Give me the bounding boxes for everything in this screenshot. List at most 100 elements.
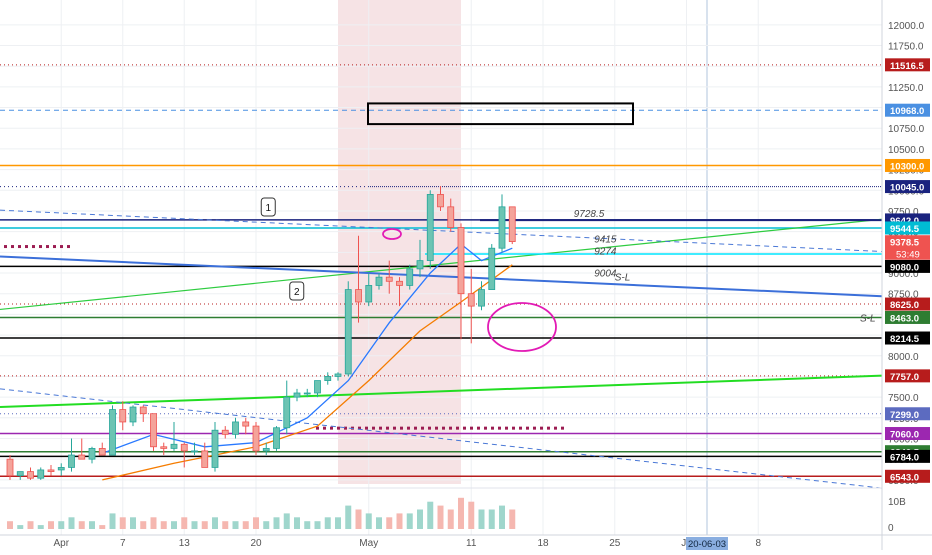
volume-bar	[355, 509, 362, 529]
price-level-badge	[885, 469, 930, 483]
trend-line-blue-dashed-lower	[0, 388, 883, 489]
candle-body	[160, 446, 168, 449]
volume-bar	[468, 501, 475, 529]
dotted-marker	[533, 426, 536, 430]
volume-bar	[68, 517, 75, 529]
candle-body	[78, 454, 86, 460]
price-level-label: 8463.0	[890, 313, 919, 324]
volume-bar	[417, 509, 423, 529]
dotted-marker	[477, 426, 480, 430]
price-level-badge	[885, 259, 930, 273]
volume-bar	[283, 513, 290, 529]
volume-bar	[499, 505, 505, 529]
price-level-badge	[885, 103, 930, 117]
dotted-marker	[365, 426, 368, 430]
time-tick-label: May	[359, 538, 378, 549]
volume-bar	[427, 501, 434, 529]
candle-body	[211, 429, 219, 468]
volume-bar	[478, 509, 485, 529]
dotted-marker	[512, 426, 515, 430]
target-box	[367, 102, 634, 126]
volume-bar	[253, 517, 259, 529]
candle-body	[406, 268, 414, 286]
time-tick-label: 8	[755, 538, 761, 549]
dotted-marker	[547, 426, 550, 430]
volume-bar	[273, 517, 280, 529]
volume-bar	[406, 513, 413, 529]
candle-body	[201, 450, 209, 468]
callout-box	[289, 281, 305, 301]
dotted-marker	[435, 426, 438, 430]
grid-layer	[0, 0, 882, 535]
candle-body	[498, 206, 506, 249]
dotted-marker	[470, 426, 473, 430]
dotted-marker	[11, 245, 14, 249]
trend-line-blue-dashed-upper	[0, 209, 883, 253]
price-level-label: 9080.0	[890, 262, 919, 273]
volume-bar	[324, 517, 331, 529]
candle-body	[139, 406, 147, 415]
volume-bar	[365, 513, 372, 529]
candle-body	[232, 421, 239, 435]
price-level-label: 10045.0	[890, 183, 924, 194]
dotted-marker	[393, 426, 396, 430]
time-axis: Apr71320May111825Ju820-06-03	[0, 534, 932, 550]
volume-bar	[130, 517, 136, 529]
callout-label: 1	[265, 203, 271, 214]
price-tick-label: 9750.0	[888, 207, 919, 218]
candle-body	[150, 413, 157, 448]
candle-body	[221, 429, 229, 435]
dotted-marker	[442, 426, 445, 430]
volume-tick-label: 0	[888, 523, 894, 534]
candle-body	[252, 425, 260, 452]
price-tick-label: 12000.0	[888, 21, 925, 32]
price-level-badge	[885, 369, 930, 383]
price-level-badge	[885, 235, 930, 249]
price-level-label: 11516.5	[890, 61, 925, 72]
volume-bar	[89, 521, 95, 529]
crosshair-date-label: 20-06-03	[688, 539, 726, 550]
candle-body	[6, 458, 14, 477]
price-level-badge	[885, 449, 930, 463]
volume-bar	[376, 517, 382, 529]
volume-bar	[437, 505, 444, 529]
price-level-label: 6784.0	[890, 452, 919, 463]
dotted-marker	[18, 245, 21, 249]
volume-bar	[294, 517, 300, 529]
price-level-label: 10300.0	[890, 161, 924, 172]
volume-bar	[58, 521, 65, 529]
price-level-badge	[885, 158, 930, 172]
price-level-label: 8625.0	[890, 300, 919, 311]
candle-body	[242, 421, 250, 427]
candle-body	[129, 406, 137, 423]
volume-bar	[201, 521, 208, 529]
price-level-badge	[885, 331, 930, 345]
candle-body	[119, 409, 127, 423]
trend-lines-layer	[0, 102, 883, 489]
dotted-marker	[379, 426, 382, 430]
candle-body	[334, 373, 342, 377]
volume-bar	[488, 509, 495, 529]
time-tick-label: 25	[609, 538, 621, 549]
candle-body	[447, 206, 455, 228]
crosshair-date-badge	[686, 537, 728, 550]
volume-bar	[222, 521, 229, 529]
price-annotation: S-L	[615, 272, 631, 283]
candle-body	[396, 280, 403, 286]
trend-line-green-lower	[0, 374, 883, 409]
candle-body	[109, 409, 116, 456]
dotted-marker	[421, 426, 424, 430]
candle-body	[283, 396, 291, 429]
countdown-badge	[885, 247, 930, 260]
price-annotation: S-L	[860, 313, 876, 324]
candle-body	[170, 443, 178, 449]
dotted-marker	[414, 426, 417, 430]
candle-body	[478, 289, 485, 307]
dotted-marker	[344, 426, 347, 430]
price-level-badge	[885, 407, 930, 421]
candle-body	[68, 454, 75, 468]
